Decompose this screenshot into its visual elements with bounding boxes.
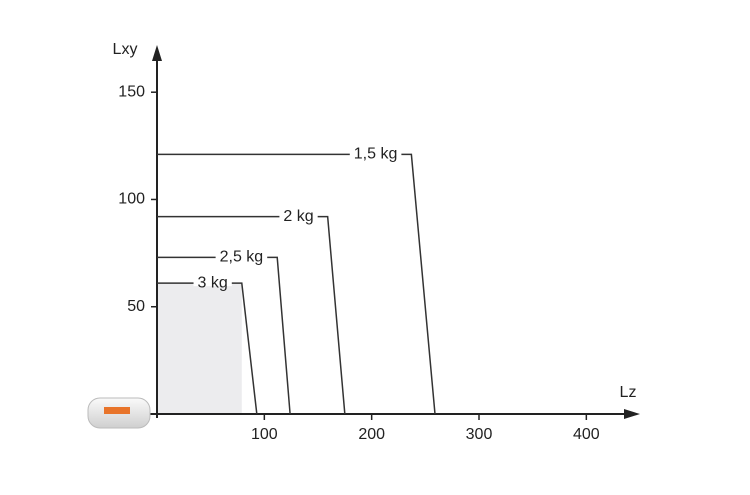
x-tick-label: 300 — [466, 426, 493, 443]
y-tick-label: 150 — [118, 83, 145, 100]
label-background — [193, 280, 232, 287]
x-axis-arrow — [624, 409, 640, 419]
series-label: 2,5 kg — [220, 249, 264, 266]
x-tick-label: 400 — [573, 426, 600, 443]
x-axis-label: Lz — [620, 384, 637, 401]
load-curve — [157, 215, 346, 415]
label-background — [279, 213, 318, 220]
y-tick-label: 100 — [118, 191, 145, 208]
y-axis-arrow — [152, 45, 162, 61]
y-axis-label: Lxy — [113, 41, 138, 58]
x-tick-label: 100 — [251, 426, 278, 443]
y-tick-label: 50 — [127, 298, 145, 315]
robot-icon — [87, 397, 151, 429]
work-area — [157, 283, 242, 414]
load-curve — [157, 256, 291, 415]
series-label: 3 kg — [198, 274, 228, 291]
x-tick-label: 200 — [358, 426, 385, 443]
series-label: 2 kg — [283, 208, 313, 225]
series-label: 1,5 kg — [354, 146, 398, 163]
plot: 100 200 300 400 50 100 150 1,5 kg 2 kg 2,5 kg 3 kg — [118, 45, 640, 443]
label-background — [215, 254, 268, 261]
load-curve — [157, 153, 436, 415]
robot-logo — [104, 407, 130, 414]
label-background — [349, 151, 402, 158]
load-curve — [157, 282, 258, 415]
